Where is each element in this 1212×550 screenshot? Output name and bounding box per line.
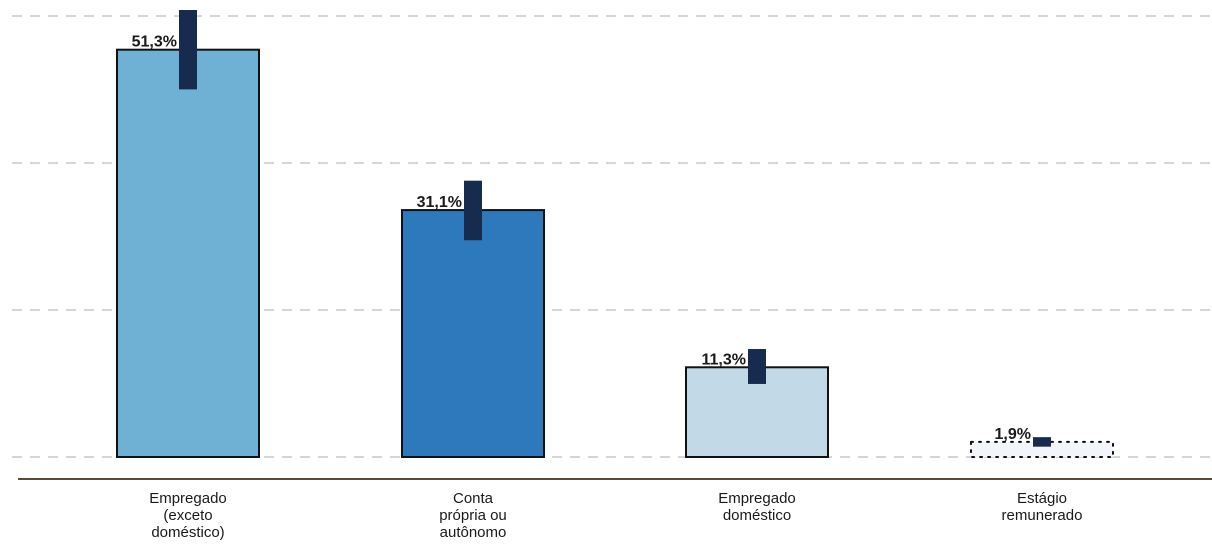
error-bar <box>179 10 197 90</box>
x-tick-label: Conta própria ou autônomo <box>439 490 507 541</box>
error-bar <box>748 349 766 384</box>
data-label: 1,9% <box>995 426 1031 443</box>
bar <box>116 48 260 458</box>
data-label: 11,3% <box>702 351 746 368</box>
data-label: 51,3% <box>132 34 177 51</box>
error-bars <box>179 10 1051 447</box>
error-bar <box>464 180 482 241</box>
bar <box>401 209 545 458</box>
x-tick-label: Empregado (exceto doméstico) <box>149 490 227 541</box>
data-label: 31,1% <box>417 194 462 211</box>
x-tick-label: Empregado doméstico <box>718 490 796 524</box>
error-bar <box>1033 437 1051 447</box>
x-tick-labels: Empregado (exceto doméstico) Conta própria o… <box>149 490 1082 541</box>
data-labels: 51,3% 31,1% 11,3% 1,9% <box>132 34 1031 443</box>
bars <box>116 48 1114 458</box>
x-tick-label: Estágio remunerado <box>1002 490 1083 524</box>
